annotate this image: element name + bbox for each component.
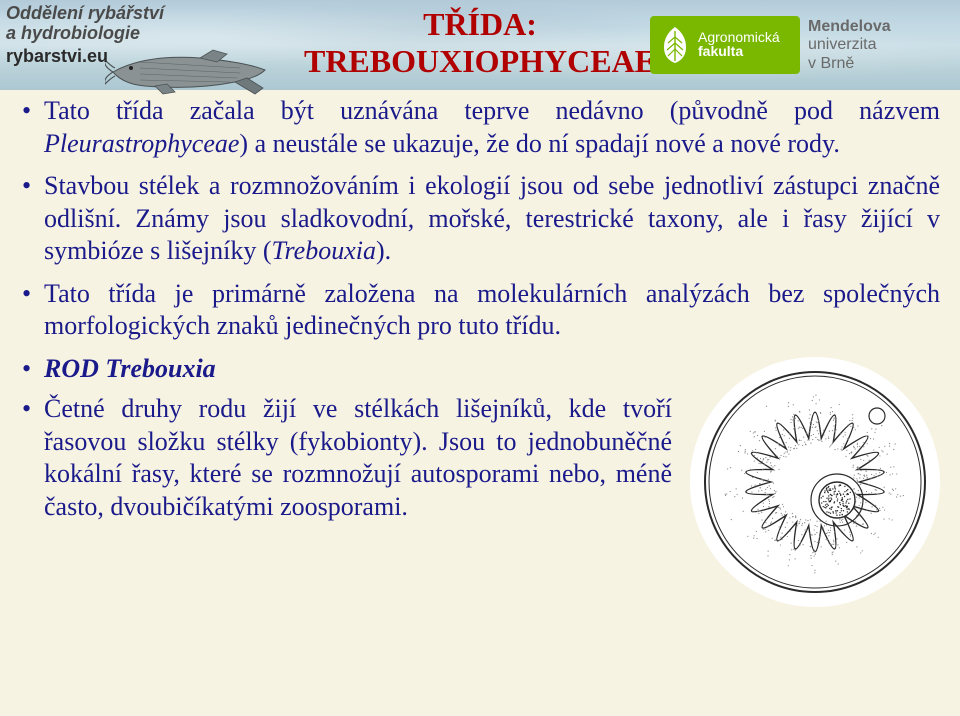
lower-row: ROD Trebouxia Četné druhy rodu žijí ve s…	[20, 353, 940, 607]
faculty-badge: Agronomická fakulta	[650, 16, 800, 74]
uni-line2: univerzita	[808, 36, 948, 54]
uni-line1: Mendelova	[808, 18, 948, 36]
badge-line1: Agronomická	[698, 30, 780, 44]
bullet-3: Tato třída je primárně založena na molek…	[20, 278, 940, 343]
slide-title: TŘÍDA: TREBOUXIOPHYCEAE	[304, 6, 656, 80]
leaf-icon	[658, 25, 692, 65]
bullet-list-lower: ROD Trebouxia Četné druhy rodu žijí ve s…	[20, 353, 672, 607]
genus-heading: ROD Trebouxia	[20, 353, 672, 386]
content-area: Tato třída začala být uznávána teprve ne…	[20, 95, 940, 696]
site-url: rybarstvi.eu	[6, 46, 246, 67]
badge-line2: fakulta	[698, 44, 780, 59]
title-line2: TREBOUXIOPHYCEAE	[304, 43, 656, 80]
university-block: Mendelova univerzita v Brně	[808, 18, 948, 73]
uni-line3: v Brně	[808, 55, 948, 73]
genus-text: Četné druhy rodu žijí ve stélkách lišejn…	[20, 393, 672, 523]
trebouxia-illustration	[690, 357, 940, 607]
department-line1: Oddělení rybářství	[6, 4, 246, 24]
department-line2: a hydrobiologie	[6, 24, 246, 44]
bullet-1: Tato třída začala být uznávána teprve ne…	[20, 95, 940, 160]
bullet-list-upper: Tato třída začala být uznávána teprve ne…	[20, 95, 940, 343]
title-line1: TŘÍDA:	[304, 6, 656, 43]
department-block: Oddělení rybářství a hydrobiologie rybar…	[6, 4, 246, 67]
bullet-2: Stavbou stélek a rozmnožováním i ekologi…	[20, 170, 940, 268]
